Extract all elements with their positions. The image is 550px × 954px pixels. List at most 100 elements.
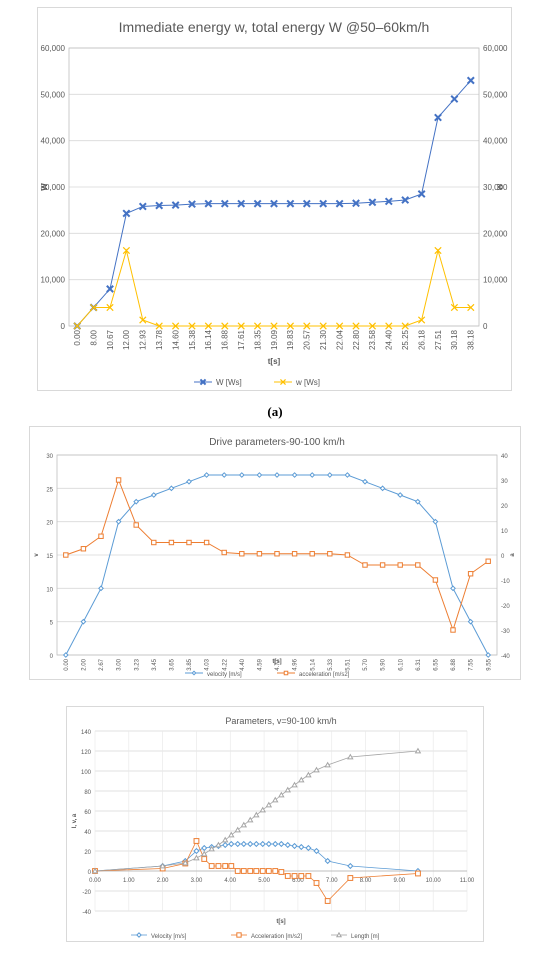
data-point bbox=[106, 285, 114, 293]
series-line bbox=[94, 843, 418, 872]
x-tick-label: 5.90 bbox=[381, 658, 387, 670]
x-tick-label: 4.40 bbox=[240, 658, 246, 670]
data-point bbox=[237, 199, 246, 208]
data-point bbox=[278, 840, 285, 848]
y-tick-label: 40,000 bbox=[41, 137, 66, 146]
data-point bbox=[305, 844, 312, 852]
x-tick-label: 6.10 bbox=[398, 658, 404, 670]
data-point bbox=[98, 533, 104, 539]
x-tick-label: 17.61 bbox=[237, 329, 246, 350]
data-point bbox=[401, 196, 410, 204]
legend-label: Acceleration [m/s2] bbox=[251, 934, 302, 940]
data-point bbox=[414, 747, 422, 754]
data-point bbox=[133, 522, 139, 528]
x-tick-label: 2.00 bbox=[82, 658, 88, 670]
x-tick-label: 16.14 bbox=[204, 329, 213, 350]
data-point bbox=[450, 303, 459, 312]
x-tick-label: 6.55 bbox=[434, 658, 440, 670]
data-point bbox=[415, 870, 421, 877]
y2-tick-label: 10,000 bbox=[483, 276, 508, 285]
y2-tick-label: -10 bbox=[501, 579, 510, 585]
data-point bbox=[256, 551, 263, 557]
data-point bbox=[432, 577, 439, 583]
data-point bbox=[253, 322, 262, 330]
data-point bbox=[335, 322, 344, 330]
data-point bbox=[347, 862, 354, 870]
y2-tick-label: 10 bbox=[501, 529, 508, 535]
y-tick-label: -20 bbox=[82, 890, 91, 896]
y2-tick-label: 30,000 bbox=[483, 183, 508, 192]
data-point bbox=[467, 618, 474, 625]
data-point bbox=[414, 498, 421, 505]
x-tick-label: 5.33 bbox=[328, 658, 334, 670]
data-point bbox=[155, 322, 163, 330]
data-point bbox=[450, 627, 456, 633]
y-axis-label: v bbox=[34, 553, 40, 557]
data-point bbox=[272, 796, 279, 803]
x-tick-label: 2.67 bbox=[99, 658, 105, 670]
data-point bbox=[291, 842, 298, 850]
x-tick-label: 3.23 bbox=[134, 658, 140, 670]
energy-chart-svg: Immediate energy w, total energy W @50–6… bbox=[40, 19, 508, 387]
data-point bbox=[159, 862, 166, 869]
data-point bbox=[221, 836, 229, 843]
data-point bbox=[265, 801, 273, 808]
series-line bbox=[65, 474, 489, 656]
data-point bbox=[265, 868, 272, 874]
x-tick-label: 15.38 bbox=[188, 329, 197, 350]
data-point bbox=[303, 322, 311, 330]
data-point bbox=[347, 875, 354, 881]
data-point bbox=[291, 551, 298, 557]
data-point bbox=[270, 322, 278, 330]
legend-label: velocity [m/s] bbox=[207, 672, 242, 678]
legend-label: acceleration [m/s2] bbox=[299, 672, 350, 678]
y-tick-label: 30 bbox=[46, 454, 53, 460]
y-tick-label: 20 bbox=[84, 850, 91, 856]
data-point bbox=[259, 840, 266, 848]
x-tick-label: 8.00 bbox=[360, 878, 372, 884]
data-point bbox=[335, 199, 344, 208]
data-point bbox=[240, 840, 247, 848]
data-point bbox=[401, 322, 409, 330]
data-point bbox=[467, 303, 475, 312]
x-axis-label: t[s] bbox=[268, 357, 281, 366]
x-tick-label: 11.00 bbox=[460, 878, 475, 884]
data-point bbox=[98, 585, 104, 592]
data-point bbox=[168, 539, 175, 546]
y2-tick-label: 50,000 bbox=[483, 90, 508, 99]
data-point bbox=[319, 322, 327, 330]
y-tick-label: 140 bbox=[81, 730, 92, 736]
data-point bbox=[278, 869, 285, 875]
data-point bbox=[313, 766, 320, 773]
x-tick-label: 25.25 bbox=[401, 329, 410, 350]
y-tick-label: 20,000 bbox=[41, 229, 66, 238]
legend-marker bbox=[199, 378, 207, 386]
data-point bbox=[115, 477, 122, 483]
data-point bbox=[362, 562, 368, 568]
series-line bbox=[76, 248, 471, 327]
x-tick-label: 18.35 bbox=[253, 329, 262, 350]
data-point bbox=[215, 841, 222, 848]
data-point bbox=[188, 322, 196, 330]
chart-title: Parameters, v=90-100 km/h bbox=[225, 716, 336, 726]
y-axis-label: W bbox=[40, 183, 49, 191]
y-tick-label: 80 bbox=[84, 790, 91, 796]
y2-tick-label: 40 bbox=[501, 454, 508, 460]
data-point bbox=[228, 840, 235, 848]
data-point bbox=[221, 549, 227, 556]
data-point bbox=[91, 867, 99, 874]
chart-panel-drive-parameters: Drive parameters-90-100 km/h 0 5 10 15 20 25 30… bbox=[29, 426, 521, 680]
y2-tick-label: 0 bbox=[483, 322, 488, 331]
data-point bbox=[220, 199, 229, 208]
data-point bbox=[186, 539, 192, 546]
data-point bbox=[201, 844, 208, 852]
data-point bbox=[274, 472, 280, 478]
x-tick-label: 3.45 bbox=[152, 658, 158, 670]
chart-panel-parameters-scatter: Parameters, v=90-100 km/h -40 -20 0 20 40 60 80… bbox=[66, 706, 484, 942]
data-point bbox=[150, 492, 157, 498]
y2-axis-label: a bbox=[510, 553, 516, 557]
data-point bbox=[73, 322, 81, 330]
x-tick-label: 4.22 bbox=[222, 658, 228, 670]
data-point bbox=[270, 199, 278, 208]
x-tick-label: 4.59 bbox=[258, 658, 264, 670]
